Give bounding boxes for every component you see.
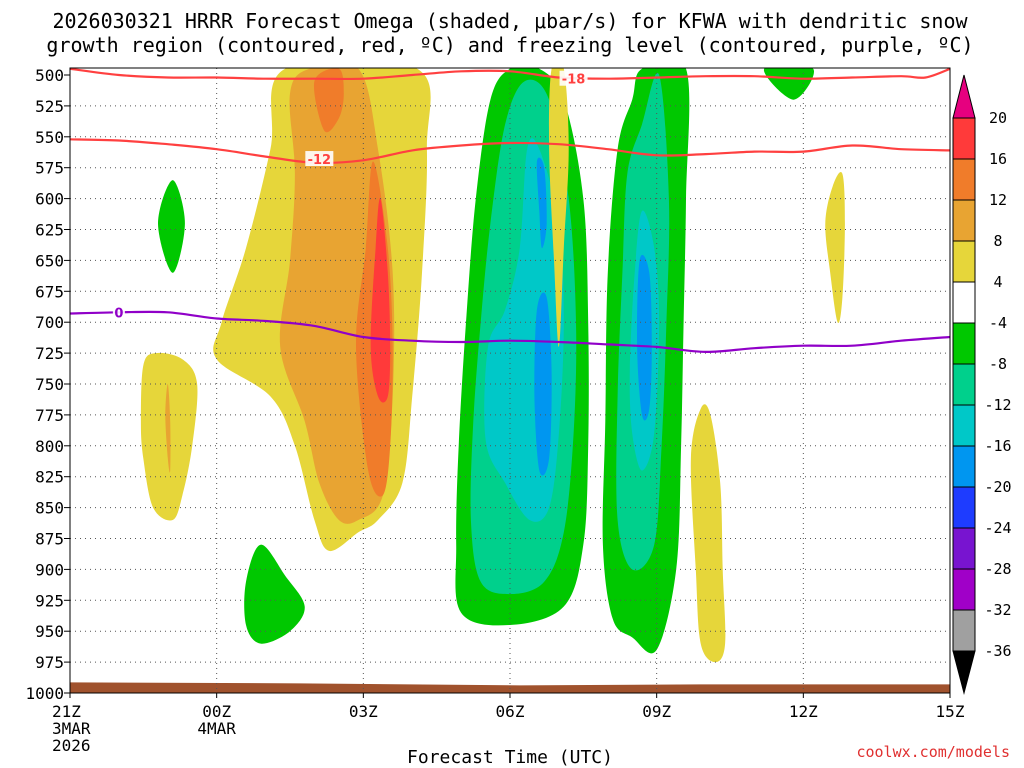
colorbar-bottom-triangle (952, 650, 976, 695)
colorbar-label-2: 12 (989, 191, 1007, 209)
y-tick-675: 675 (35, 282, 64, 301)
y-tick-625: 625 (35, 221, 64, 240)
ascent-core-2-shade (637, 254, 652, 421)
descent-main-shade (313, 68, 344, 133)
y-tick-500: 500 (35, 66, 64, 85)
isotherm--12-label: -12 (308, 153, 332, 168)
colorbar-label-11: -28 (984, 560, 1011, 578)
colorbar-bin-12 (952, 568, 976, 611)
isotherm--12-line (70, 138, 950, 165)
freezing-level-0-line (70, 310, 950, 354)
y-axis-ticks: 500 525 550 575 600 625 650 675 700 725 750 775 800 8… (25, 66, 70, 703)
colorbar-bin-2 (952, 158, 976, 201)
y-tick-825: 825 (35, 468, 64, 487)
small-ascent-A-shade (158, 180, 185, 273)
descent-main-shade (370, 198, 391, 403)
y-tick-550: 550 (35, 128, 64, 147)
colorbar-bin-11 (952, 527, 976, 570)
colorbar-label-0: 20 (989, 109, 1007, 127)
colorbar-label-12: -32 (984, 601, 1011, 619)
descent-right-2-shade (825, 172, 845, 323)
y-tick-1000: 1000 (25, 684, 64, 703)
contour-layer (70, 68, 950, 354)
colorbar-label-13: -36 (984, 642, 1011, 660)
x-tick-label-0-1: 3MAR (52, 719, 91, 738)
colorbar-bin-7 (952, 363, 976, 406)
small-ascent-B-shade (244, 544, 305, 644)
colorbar-bin-6 (952, 322, 976, 365)
grid-layer (70, 68, 950, 693)
surface-terrain-layer (70, 682, 950, 693)
y-tick-575: 575 (35, 159, 64, 178)
isotherm--12-label-bg (305, 151, 334, 167)
x-tick-label-3-1: 4MAR (197, 719, 236, 738)
credit-link[interactable]: coolwx.com/models (856, 743, 1010, 761)
colorbar-bin-5 (952, 281, 976, 324)
y-tick-725: 725 (35, 344, 64, 363)
descent-right-1-shade (690, 404, 726, 663)
y-tick-900: 900 (35, 560, 64, 579)
colorbar: 20 16 12 8 4 -4 -8 -12 -16 -20 -24 -28 -32 -36 (952, 74, 1012, 695)
y-tick-700: 700 (35, 313, 64, 332)
colorbar-label-7: -12 (984, 396, 1011, 414)
colorbar-label-3: 8 (993, 232, 1002, 250)
freezing-level-0-label: 0 (114, 306, 123, 321)
colorbar-label-8: -16 (984, 437, 1011, 455)
y-tick-925: 925 (35, 591, 64, 610)
isotherm--18-label: -18 (562, 73, 586, 88)
y-tick-875: 875 (35, 530, 64, 549)
freezing-level-0-label-bg (112, 304, 125, 320)
y-tick-950: 950 (35, 622, 64, 641)
ascent-core-1-shade (536, 157, 547, 249)
y-tick-800: 800 (35, 437, 64, 456)
x-tick-label-15-0: 12Z (789, 702, 818, 721)
colorbar-label-6: -8 (989, 355, 1007, 373)
colorbar-label-10: -24 (984, 519, 1011, 537)
x-tick-label-9-0: 06Z (496, 702, 525, 721)
small-ascent-C-shade (764, 68, 815, 100)
x-axis-label: Forecast Time (UTC) (407, 747, 613, 768)
y-tick-525: 525 (35, 97, 64, 116)
y-tick-975: 975 (35, 653, 64, 672)
y-tick-850: 850 (35, 499, 64, 518)
colorbar-bin-9 (952, 445, 976, 488)
chart-title-line-2: growth region (contoured, red, ºC) and f… (46, 33, 973, 57)
isotherm--18-label-bg (559, 70, 588, 86)
chart-title-line-1: 2026030321 HRRR Forecast Omega (shaded, … (52, 9, 968, 33)
x-tick-label-12-0: 09Z (642, 702, 671, 721)
colorbar-label-4: 4 (993, 273, 1002, 291)
x-tick-label-6-0: 03Z (349, 702, 378, 721)
colorbar-bin-13 (952, 609, 976, 652)
contour-label-layer: -18 -12 0 (112, 70, 588, 321)
isotherm--18-line (70, 68, 950, 81)
y-tick-600: 600 (35, 190, 64, 209)
y-tick-650: 650 (35, 251, 64, 270)
x-tick-label-18-0: 15Z (936, 702, 965, 721)
x-tick-label-3-0: 00Z (202, 702, 231, 721)
colorbar-label-5: -4 (989, 314, 1007, 332)
colorbar-bin-8 (952, 404, 976, 447)
ascent-core-1-shade (534, 292, 552, 476)
descent-left-shade (165, 383, 171, 473)
colorbar-label-1: 16 (989, 150, 1007, 168)
x-tick-label-0-0: 21Z (52, 702, 81, 721)
y-tick-750: 750 (35, 375, 64, 394)
x-tick-label-0-2: 2026 (52, 736, 91, 755)
colorbar-bin-3 (952, 199, 976, 242)
colorbar-label-9: -20 (984, 478, 1011, 496)
colorbar-top-triangle (952, 74, 976, 119)
colorbar-bin-4 (952, 240, 976, 283)
descent-narrow-shade (548, 68, 569, 347)
terrain-below-ground (70, 682, 950, 693)
y-tick-775: 775 (35, 406, 64, 425)
colorbar-bin-1 (952, 117, 976, 160)
colorbar-bin-10 (952, 486, 976, 529)
